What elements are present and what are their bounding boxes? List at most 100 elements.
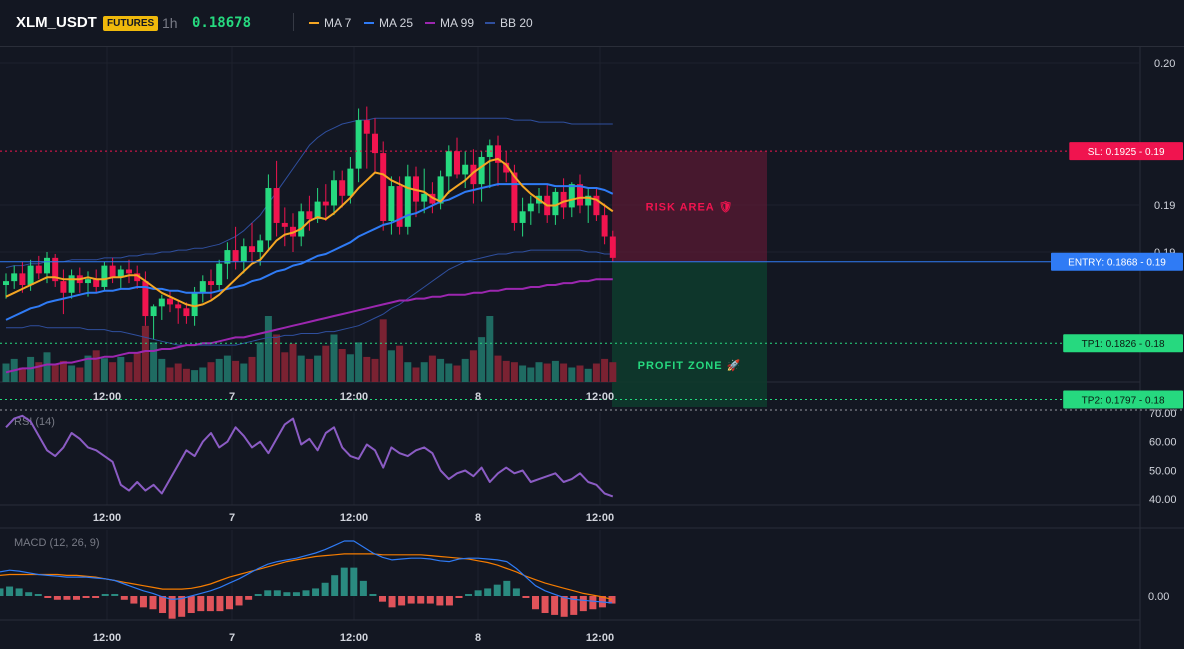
volume-bar: [51, 363, 59, 382]
macd-histogram-bar: [579, 596, 587, 612]
volume-bar: [601, 358, 609, 382]
macd-histogram-bar: [283, 592, 291, 596]
macd-histogram-bar: [551, 596, 559, 615]
candle-body: [355, 120, 362, 169]
macd-histogram-bar: [465, 594, 473, 596]
legend-ma99[interactable]: MA 99: [425, 16, 474, 30]
volume-bar: [494, 355, 502, 382]
symbol-name[interactable]: XLM_USDT: [16, 14, 97, 31]
volume-bar: [322, 345, 330, 382]
candle-body: [117, 269, 124, 278]
candle-body: [175, 304, 182, 309]
candle-body: [158, 298, 165, 307]
candle-body: [44, 257, 50, 274]
time-axis-label: 12:00: [93, 632, 121, 644]
candle-body: [265, 188, 272, 241]
bb20-swatch: [485, 21, 495, 24]
macd-histogram-bar: [53, 596, 61, 600]
volume-bar: [560, 363, 568, 382]
ma7-line: [5, 157, 614, 308]
macd-histogram-bar: [6, 586, 14, 596]
candle-body: [257, 240, 264, 253]
candle-body: [126, 269, 132, 274]
time-axis-label: 12:00: [93, 512, 121, 524]
volume-bar: [469, 350, 477, 382]
macd-histogram-bar: [340, 567, 348, 596]
time-axis-label: 12:00: [586, 632, 614, 644]
macd-label: MACD (12, 26, 9): [14, 537, 100, 549]
risk-zone-label: RISK AREA 🛡: [646, 200, 734, 213]
rsi-label: RSI (14): [14, 416, 55, 428]
volume-bar: [248, 356, 256, 382]
legend-bb20-label: BB 20: [500, 16, 533, 30]
volume-bar: [43, 352, 51, 382]
volume-bar: [519, 365, 527, 382]
entry-tag: [1051, 252, 1183, 271]
candle-body: [281, 222, 288, 227]
rsi-tick-label: 40.00: [1149, 494, 1177, 506]
macd-histogram-bar: [159, 596, 167, 614]
legend-bb20[interactable]: BB 20: [485, 16, 533, 30]
macd-histogram-bar: [379, 596, 386, 602]
timeframe-label[interactable]: 1h: [162, 15, 178, 31]
volume-bar: [592, 363, 600, 382]
macd-histogram-bar: [73, 596, 80, 600]
candle-body: [134, 273, 141, 282]
header-divider: [293, 13, 294, 31]
candle-body: [216, 263, 223, 286]
futures-badge: FUTURES: [103, 16, 159, 31]
candle-body: [347, 168, 354, 196]
volume-bar: [223, 355, 231, 382]
volume-bar: [150, 342, 158, 382]
volume-bar: [182, 368, 190, 382]
volume-bar: [207, 362, 215, 382]
take-profit-1-label: TP1: 0.1826 - 0.18: [1082, 339, 1165, 350]
macd-histogram-bar: [292, 592, 300, 596]
macd-histogram-bar: [407, 596, 415, 604]
volume-bar: [68, 365, 76, 382]
volume-bar: [281, 352, 289, 382]
candle-body: [240, 246, 247, 262]
candle-body: [331, 180, 337, 206]
legend-ma7[interactable]: MA 7: [309, 16, 351, 30]
volume-bar: [191, 370, 199, 382]
bb-lower-line: [6, 249, 613, 346]
volume-bar: [437, 358, 445, 382]
macd-histogram-bar: [312, 588, 320, 596]
volume-bar: [18, 367, 26, 382]
bb-upper-line: [5, 117, 613, 269]
candle-body: [519, 211, 526, 223]
legend-ma25[interactable]: MA 25: [364, 16, 413, 30]
macd-histogram-bar: [168, 596, 176, 619]
volume-bar: [527, 367, 535, 382]
entry-label: ENTRY: 0.1868 - 0.19: [1068, 258, 1166, 269]
macd-histogram-bar: [522, 596, 530, 598]
volume-bar: [346, 354, 354, 382]
take-profit-1-tag: [1063, 334, 1183, 353]
profit-zone-label: PROFIT ZONE 🚀: [638, 359, 742, 372]
volume-bar: [289, 343, 297, 382]
volume-bar: [338, 349, 346, 382]
volume-bar: [428, 355, 436, 382]
rsi-tick-label: 60.00: [1149, 437, 1177, 449]
candle-body: [478, 156, 485, 185]
macd-histogram-bar: [541, 596, 549, 614]
macd-histogram-bar: [92, 596, 100, 598]
time-axis-label: 7: [229, 512, 235, 524]
candle-body: [568, 184, 575, 208]
candle-body: [60, 281, 67, 293]
volume-bar: [551, 360, 559, 382]
volume-bar: [355, 342, 363, 382]
macd-histogram-bar: [493, 584, 501, 596]
time-axis-label: 12:00: [340, 512, 368, 524]
candle-body: [609, 236, 616, 258]
time-axis-label: 12:00: [340, 632, 368, 644]
candle-body: [511, 172, 518, 223]
macd-histogram-bar: [484, 588, 492, 596]
candle-body: [404, 176, 411, 227]
volume-bar: [371, 358, 379, 382]
macd-histogram-bar: [369, 594, 377, 596]
candle-body: [445, 151, 452, 177]
candle-body: [388, 186, 395, 221]
